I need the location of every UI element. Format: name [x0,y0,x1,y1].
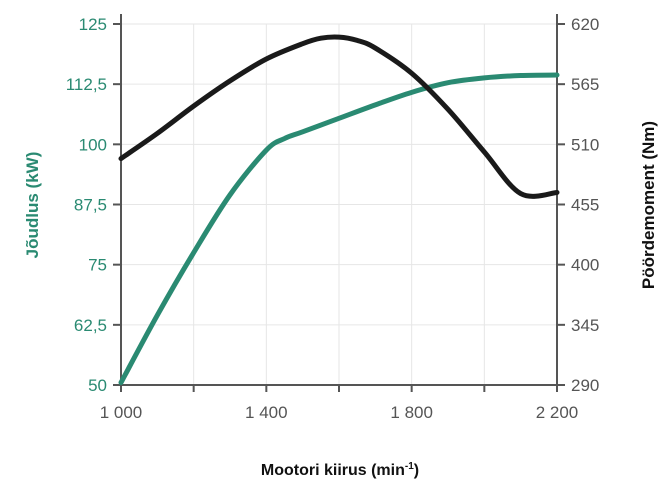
right-tick-label: 455 [571,196,599,215]
left-axis-label: Jõudlus (kW) [23,152,42,259]
right-tick-label: 510 [571,135,599,154]
left-tick-label: 62,5 [74,316,107,335]
x-tick-label: 1 800 [390,403,433,422]
right-tick-label: 290 [571,376,599,395]
left-tick-label: 50 [88,376,107,395]
right-tick-label: 620 [571,15,599,34]
series-layer [118,34,560,386]
x-tick-label: 1 000 [100,403,143,422]
right-tick-label: 565 [571,75,599,94]
left-tick-label: 112,5 [66,75,107,94]
right-tick-label: 345 [571,316,599,335]
right-axis-label: Pöördemoment (Nm) [639,121,658,289]
axes [113,14,565,392]
tick-labels: 50 62,5 75 87,5 100 112,5 125 290 345 400 455 510 56… [66,15,600,422]
x-axis-label-close: ) [414,462,419,479]
power-curve [118,72,560,386]
x-axis-label-main: Mootori kiirus (min [261,462,405,479]
right-tick-label: 400 [571,256,599,275]
torque-curve [118,34,560,199]
x-tick-label: 2 200 [536,403,579,422]
left-tick-label: 100 [79,135,107,154]
left-tick-label: 75 [88,256,107,275]
x-axis-label: Mootori kiirus (min-1) [261,461,419,479]
x-axis-label-sup: -1 [405,461,414,472]
left-tick-label: 87,5 [74,196,107,215]
x-tick-label: 1 400 [245,403,288,422]
left-tick-label: 125 [79,15,107,34]
